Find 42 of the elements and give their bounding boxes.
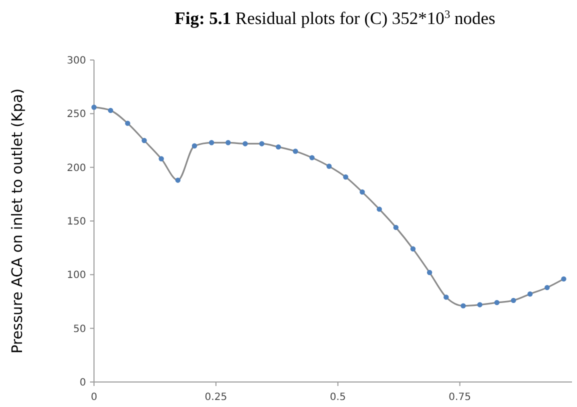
point: [561, 276, 566, 282]
y-tick-label: 250: [66, 109, 86, 120]
point: [343, 174, 348, 180]
point: [360, 189, 365, 195]
y-tick-label: 50: [73, 324, 86, 335]
x-tick-label: 0: [90, 392, 98, 403]
point: [393, 224, 399, 230]
chart-title: Fig: 5.1 Residual plots for (C) 352*10$^{3}$ nodes: [174, 8, 496, 28]
x-tick-label: 0.25: [204, 392, 228, 403]
point: [292, 148, 298, 154]
point: [259, 141, 264, 146]
point: [510, 298, 516, 304]
point: [376, 206, 382, 212]
point: [477, 302, 482, 308]
y-tick-label: 0: [80, 378, 86, 388]
point: [276, 144, 281, 150]
point: [444, 294, 449, 300]
point: [142, 138, 147, 144]
point: [242, 141, 248, 146]
point: [226, 140, 231, 146]
y-tick-label: 200: [66, 162, 86, 174]
point: [175, 178, 180, 183]
point: [108, 108, 114, 114]
point: [91, 104, 97, 110]
point: [125, 120, 130, 126]
point: [309, 155, 315, 160]
point: [527, 291, 533, 297]
y-tick-label: 150: [66, 216, 86, 228]
point: [426, 270, 432, 276]
point: [494, 300, 500, 306]
point: [410, 246, 416, 252]
y-tick-label: 100: [66, 270, 86, 282]
x-tick-label: 0.5: [330, 392, 346, 403]
y-axis-title: Pressure ACA on inlet to outlet (Kpa): [10, 88, 26, 354]
point: [460, 303, 466, 308]
point: [544, 284, 550, 290]
point: [326, 164, 332, 169]
y-tick-label: 300: [66, 56, 86, 66]
point: [208, 140, 214, 146]
point: [158, 156, 164, 162]
x-tick-label: 0.75: [448, 392, 471, 403]
point: [192, 143, 198, 148]
